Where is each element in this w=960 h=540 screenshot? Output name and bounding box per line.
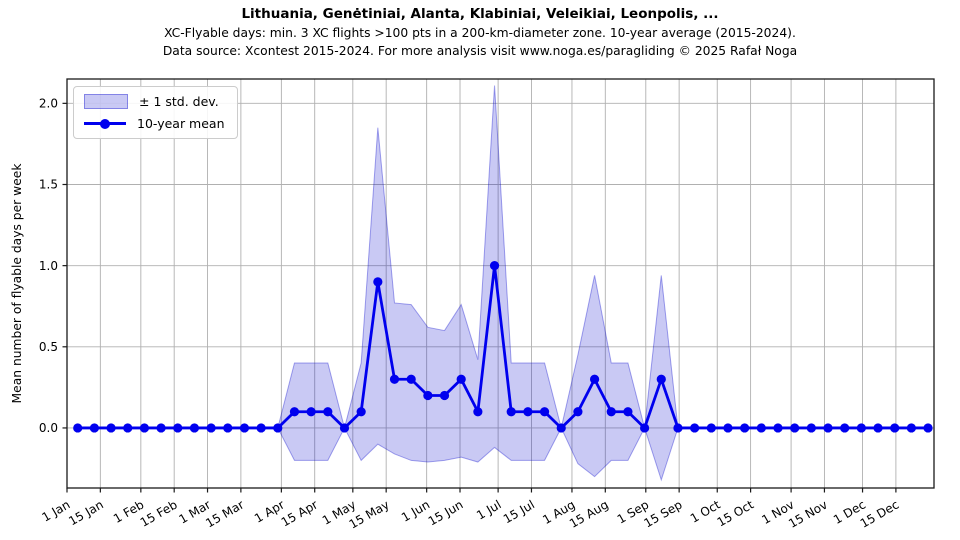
y-tick-label: 1.0 (39, 259, 58, 273)
chart-subtitle: XC-Flyable days: min. 3 XC flights >100 … (164, 25, 796, 40)
mean-point (489, 261, 500, 271)
mean-point (856, 423, 866, 433)
mean-point (873, 423, 883, 433)
mean-point (773, 423, 783, 433)
mean-point (506, 407, 516, 417)
y-tick-label: 0.0 (39, 421, 58, 435)
mean-point (139, 423, 150, 433)
x-tick-label: 15 Aug (567, 497, 611, 530)
mean-point (173, 423, 183, 433)
std-dev-band (77, 85, 929, 482)
legend-label-mean: 10-year mean (137, 116, 225, 131)
x-tick-label: 15 Sep (642, 497, 685, 530)
mean-point (840, 423, 850, 433)
mean-point (273, 423, 283, 433)
mean-point (89, 423, 99, 433)
mean-line (77, 264, 929, 430)
mean-point (406, 374, 416, 384)
x-tick-label: 15 Dec (858, 497, 902, 530)
mean-point (906, 423, 916, 433)
mean-point (306, 407, 316, 417)
mean-marker-dot-icon (100, 118, 110, 129)
mean-point (890, 423, 900, 433)
x-tick-label: 15 Oct (715, 497, 757, 529)
y-axis-label: Mean number of flyable days per week (10, 163, 24, 404)
mean-point (539, 407, 550, 417)
mean-point (223, 423, 233, 433)
mean-point (106, 423, 116, 433)
mean-point (473, 407, 483, 417)
mean-point (323, 407, 333, 417)
mean-point (556, 423, 566, 433)
mean-point (623, 407, 633, 417)
mean-line-swatch-icon (84, 118, 126, 129)
mean-point (256, 423, 266, 433)
mean-point (389, 374, 400, 384)
legend: ± 1 std. dev. 10-year mean (73, 86, 238, 139)
mean-point (356, 407, 366, 417)
mean-point (806, 423, 816, 433)
mean-point (589, 374, 600, 384)
chart-title: Lithuania, Genėtiniai, Alanta, Klabiniai… (241, 6, 719, 22)
mean-point (756, 423, 766, 433)
mean-point (339, 423, 350, 433)
mean-point (289, 407, 300, 417)
x-tick-label: 15 Jun (426, 497, 466, 528)
std-dev-band-swatch-icon (84, 94, 128, 109)
mean-point (790, 423, 800, 433)
x-tick-label: 1 Jan (40, 497, 73, 524)
mean-point (706, 423, 716, 433)
mean-point (523, 407, 533, 417)
mean-point (740, 423, 750, 433)
mean-point (656, 374, 666, 384)
y-tick-label: 0.5 (39, 340, 58, 354)
x-tick-label: 15 Apr (279, 497, 321, 529)
mean-point (673, 423, 683, 433)
y-tick-label: 1.5 (39, 178, 58, 192)
mean-point (439, 390, 450, 401)
mean-point (690, 423, 700, 433)
mean-point (423, 390, 433, 401)
mean-point (239, 423, 250, 433)
x-tick-label: 15 Jul (501, 497, 537, 526)
mean-point (206, 423, 216, 433)
x-tick-label: 15 Mar (203, 497, 246, 530)
mean-point (373, 277, 383, 287)
plot-border (66, 78, 935, 489)
mean-point (606, 407, 616, 417)
mean-point (923, 423, 933, 433)
y-tick-label: 2.0 (39, 97, 58, 111)
legend-row-std-dev: ± 1 std. dev. (84, 93, 225, 110)
mean-point (456, 374, 466, 384)
mean-point (189, 423, 200, 433)
x-tick-label: 15 Feb (138, 497, 180, 529)
x-tick-label: 1 Jul (474, 497, 503, 522)
legend-label-std-dev: ± 1 std. dev. (139, 94, 219, 109)
mean-point (156, 423, 166, 433)
x-tick-label: 15 Jan (66, 497, 106, 528)
title-block: Lithuania, Genėtiniai, Alanta, Klabiniai… (0, 5, 960, 61)
chart-source-note: Data source: Xcontest 2015-2024. For mor… (162, 44, 798, 58)
mean-point (640, 423, 650, 433)
x-tick-label: 15 Nov (786, 497, 830, 530)
mean-point (573, 407, 583, 417)
mean-point (823, 423, 833, 433)
mean-point (73, 423, 83, 433)
mean-point (123, 423, 133, 433)
mean-point (723, 423, 733, 433)
legend-row-mean: 10-year mean (84, 115, 225, 132)
